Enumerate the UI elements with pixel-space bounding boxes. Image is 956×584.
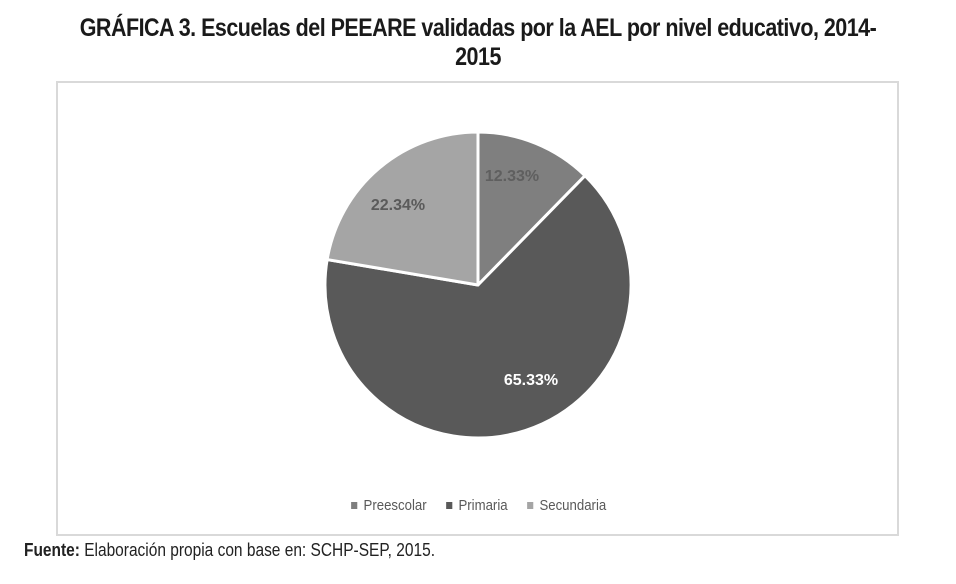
chart-title: GRÁFICA 3. Escuelas del PEEARE validadas…	[67, 14, 889, 72]
label-secundaria: 22.34%	[371, 197, 425, 214]
legend-swatch-primaria	[446, 502, 453, 509]
slice-primaria	[323, 174, 633, 440]
legend-swatch-preescolar	[351, 502, 358, 509]
legend-item-secundaria: Secundaria	[527, 497, 606, 514]
chart-title-text: Escuelas del PEEARE validadas por la AEL…	[195, 14, 877, 71]
legend-item-primaria: Primaria	[446, 497, 508, 514]
slice-preescolar	[476, 130, 587, 287]
legend-label: Preescolar	[363, 497, 427, 514]
pie-slices	[323, 130, 633, 440]
legend-swatch-secundaria	[527, 502, 534, 509]
source-note: Fuente: Elaboración propia con base en: …	[24, 540, 435, 561]
legend-item-preescolar: Preescolar	[351, 497, 427, 514]
slice-secundaria	[325, 130, 480, 287]
label-primaria: 65.33%	[504, 372, 558, 389]
legend-label: Secundaria	[539, 497, 607, 514]
label-preescolar: 12.33%	[485, 168, 539, 185]
chart-legend: Preescolar Primaria Secundaria	[58, 496, 899, 514]
chart-title-prefix: GRÁFICA 3.	[79, 14, 196, 42]
source-label: Fuente:	[24, 540, 80, 560]
source-text: Elaboración propia con base en: SCHP-SEP…	[79, 540, 436, 560]
legend-label: Primaria	[458, 497, 508, 514]
